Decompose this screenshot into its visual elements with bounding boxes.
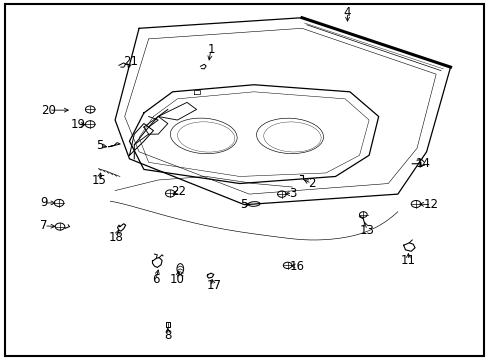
Text: 4: 4 xyxy=(343,6,350,19)
Text: 15: 15 xyxy=(91,174,106,186)
Text: 20: 20 xyxy=(41,104,56,117)
Text: 5: 5 xyxy=(96,139,103,152)
Text: 10: 10 xyxy=(170,273,184,286)
Text: 19: 19 xyxy=(70,118,85,131)
Text: 11: 11 xyxy=(400,254,415,267)
Text: 9: 9 xyxy=(41,197,48,210)
Text: 5: 5 xyxy=(239,198,247,211)
Text: 3: 3 xyxy=(288,187,296,200)
Text: 22: 22 xyxy=(170,185,185,198)
Text: 7: 7 xyxy=(41,219,48,232)
Text: 2: 2 xyxy=(307,177,315,190)
Text: 12: 12 xyxy=(423,198,438,211)
Text: 18: 18 xyxy=(108,231,123,244)
Text: 8: 8 xyxy=(164,329,171,342)
Text: 13: 13 xyxy=(359,224,374,237)
Text: 6: 6 xyxy=(152,273,159,286)
Text: 16: 16 xyxy=(289,260,304,273)
Text: 14: 14 xyxy=(414,157,429,170)
Text: 21: 21 xyxy=(122,55,138,68)
Text: 1: 1 xyxy=(207,43,214,56)
Text: 17: 17 xyxy=(206,279,221,292)
